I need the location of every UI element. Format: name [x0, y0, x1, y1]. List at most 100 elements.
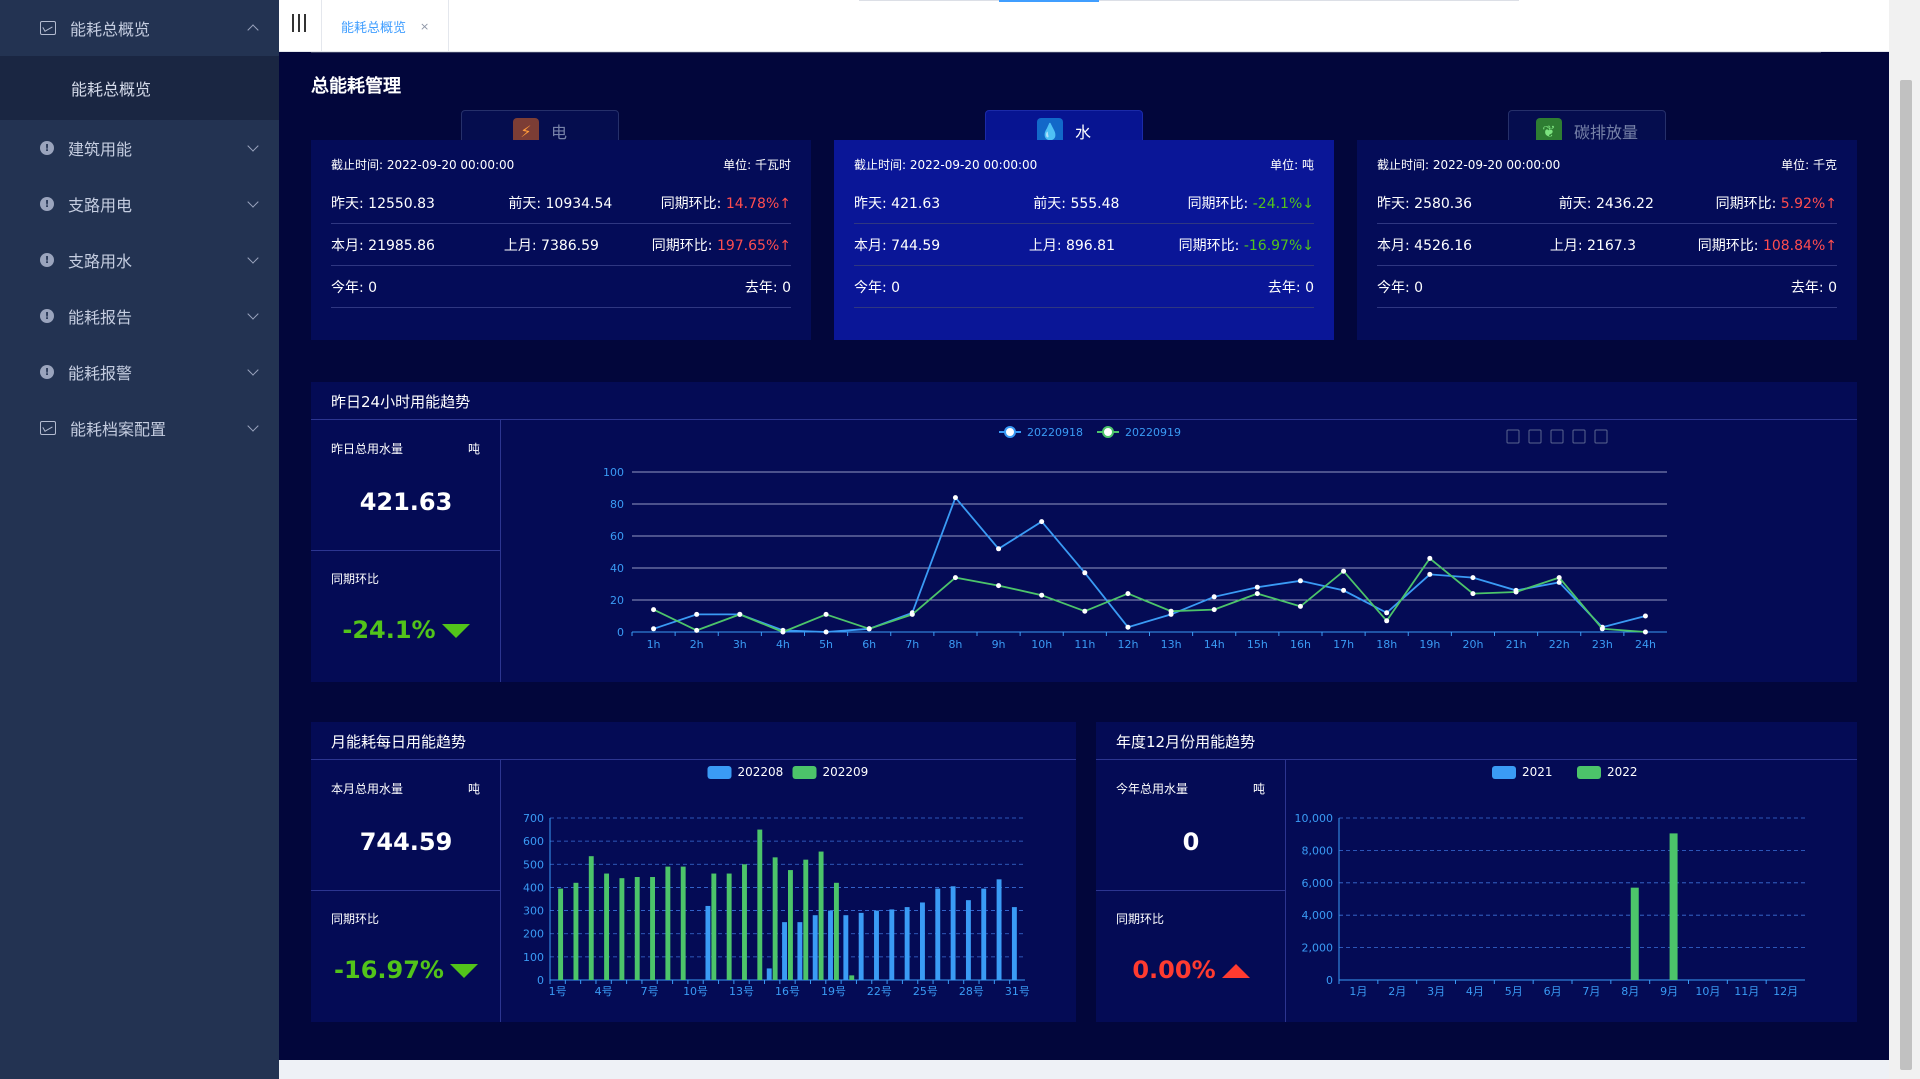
data-point — [909, 611, 915, 617]
yoy-value: -24.1%↓ — [1252, 195, 1314, 212]
x-tick-label: 24h — [1635, 638, 1656, 651]
x-tick-label: 10月 — [1695, 985, 1720, 998]
x-tick-label: 13h — [1161, 638, 1182, 651]
x-tick-label: 21h — [1506, 638, 1527, 651]
x-tick-label: 2月 — [1388, 985, 1406, 998]
bar-202208-17号 — [797, 922, 803, 980]
last-year-value: 去年: 0 — [1267, 279, 1314, 296]
yesterday-value: 昨天: 2580.36 — [1377, 195, 1473, 212]
page-title: 总能耗管理 — [311, 76, 401, 97]
last-year-value: 去年: 0 — [1790, 279, 1837, 296]
data-point — [1254, 591, 1260, 597]
yoy-label: 同期环比: — [1187, 195, 1249, 212]
save-icon[interactable] — [1506, 429, 1520, 444]
unit-label: 吨 — [467, 442, 480, 456]
as-of-time: 截止时间: 2022-09-20 00:00:00 — [1377, 157, 1561, 172]
x-tick-label: 8月 — [1621, 985, 1639, 998]
bar-202208-26号 — [935, 888, 941, 980]
bar-202208-22号 — [874, 910, 879, 980]
chevron-down-icon — [247, 308, 259, 320]
data-point — [1082, 570, 1088, 576]
triangle-up-icon — [1221, 964, 1250, 978]
menu-branch-power[interactable]: ! 支路用电 — [0, 176, 279, 232]
x-tick-label: 11h — [1074, 638, 1095, 651]
data-point — [694, 627, 700, 633]
chevron-down-icon — [247, 140, 259, 152]
data-point — [1556, 579, 1562, 585]
data-point — [694, 611, 700, 617]
legend-label: 2022 — [1607, 765, 1638, 779]
mom-value: 108.84%↑ — [1762, 237, 1837, 254]
menu-config[interactable]: 能耗档案配置 — [0, 400, 279, 456]
menu-label: 能耗报警 — [68, 364, 133, 383]
x-tick-label: 1h — [647, 638, 661, 651]
divider — [311, 419, 1857, 420]
x-tick-label: 3月 — [1427, 985, 1445, 998]
ratio-text: -24.1% — [342, 616, 436, 644]
bar-202208-16号 — [782, 922, 787, 980]
y-tick-label: 300 — [523, 905, 544, 918]
bar-202209-5号 — [619, 878, 625, 980]
yesterday-value: 昨天: 12550.83 — [331, 195, 435, 212]
year-value: 今年: 0 — [854, 279, 901, 296]
divider — [859, 0, 1519, 1]
bar-202209-6号 — [634, 877, 640, 980]
bar-202209-13号 — [742, 864, 747, 980]
scrollbar[interactable] — [1889, 0, 1920, 1079]
x-tick-label: 25号 — [913, 985, 938, 998]
data-point — [1642, 629, 1648, 635]
panel-title: 年度12月份用能趋势 — [1116, 733, 1256, 751]
download-icon[interactable] — [1594, 429, 1608, 444]
data-point — [1384, 610, 1390, 616]
refresh-icon[interactable] — [1572, 429, 1586, 444]
bar-202209-1号 — [558, 888, 564, 980]
data-point — [1125, 624, 1131, 630]
close-icon[interactable]: × — [420, 19, 430, 33]
divider — [311, 759, 1076, 760]
y-tick-label: 80 — [610, 498, 624, 511]
yoy-value: 5.92%↑ — [1780, 195, 1837, 212]
data-point — [1125, 591, 1131, 597]
scrollbar-thumb[interactable] — [1900, 80, 1912, 1070]
menu-label: 建筑用能 — [68, 140, 133, 159]
line-icon[interactable] — [1528, 429, 1542, 444]
menu-report[interactable]: ! 能耗报告 — [0, 288, 279, 344]
month-value: 本月: 744.59 — [854, 237, 941, 254]
menu-branch-water[interactable]: ! 支路用水 — [0, 232, 279, 288]
menu-overview[interactable]: 能耗总概览 — [0, 0, 279, 56]
menu-building[interactable]: ! 建筑用能 — [0, 120, 279, 176]
y-tick-label: 100 — [523, 951, 544, 964]
divider — [999, 0, 1099, 2]
triangle-down-icon — [449, 964, 478, 978]
divider — [311, 890, 501, 891]
main-content: 总能耗管理 ⚡ 电 💧 水 ❦ 碳排放量 截止时间: 2022-09-20 00… — [279, 52, 1889, 1060]
bar-202208-25号 — [920, 902, 925, 980]
y-tick-label: 100 — [603, 466, 624, 479]
bar-icon[interactable] — [1550, 429, 1564, 444]
data-point — [1082, 608, 1088, 614]
water-drop-icon: 💧 — [1036, 118, 1063, 144]
data-point — [651, 607, 657, 613]
tab-overview[interactable]: 能耗总概览 × — [321, 0, 449, 52]
y-tick-label: 6,000 — [1302, 877, 1334, 890]
bar-202209-12号 — [726, 873, 732, 980]
yoy-value: 14.78%↑ — [725, 195, 791, 212]
bar-202209-14号 — [757, 829, 763, 980]
x-tick-label: 22号 — [867, 985, 892, 998]
data-point — [1211, 594, 1217, 600]
x-tick-label: 4h — [776, 638, 790, 651]
hamburger-icon[interactable] — [292, 14, 306, 32]
x-tick-label: 1号 — [549, 985, 567, 998]
bar-202209-2号 — [573, 882, 579, 980]
tab-label: 碳排放量 — [1573, 123, 1638, 142]
y-tick-label: 10,000 — [1295, 812, 1334, 825]
y-tick-label: 200 — [523, 928, 544, 941]
last-month-value: 上月: 896.81 — [1028, 237, 1115, 254]
info-icon: ! — [40, 141, 54, 155]
menu-alarm[interactable]: ! 能耗报警 — [0, 344, 279, 400]
data-point — [1297, 578, 1303, 584]
x-tick-label: 9h — [992, 638, 1006, 651]
submenu-overview[interactable]: 能耗总概览 — [0, 56, 279, 120]
legend-swatch — [1577, 766, 1601, 779]
legend-label: 20220918 — [1027, 426, 1083, 439]
